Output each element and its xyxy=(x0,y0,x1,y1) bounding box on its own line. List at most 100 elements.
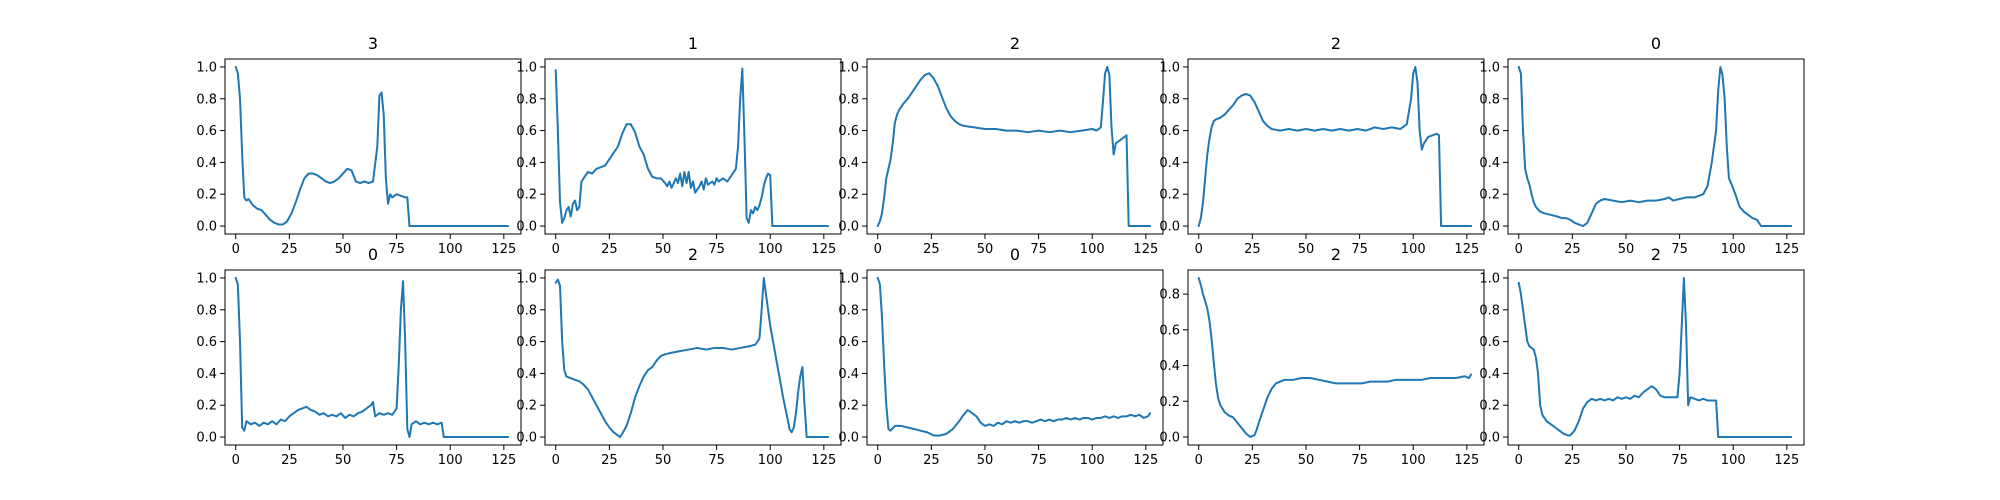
y-tick-label: 0.8 xyxy=(1479,92,1500,107)
y-tick-label: 0.0 xyxy=(1479,220,1500,235)
x-tick-label: 0 xyxy=(232,453,240,468)
x-tick-label: 125 xyxy=(1454,453,1479,468)
y-tick-label: 0.4 xyxy=(196,367,217,382)
data-series-line xyxy=(1517,276,1793,439)
y-tick-label: 0.6 xyxy=(1159,124,1180,139)
chart-panel: 0 0 25 50 75 100 125 0.0 0.2 0.4 0.6 0.8 1.0 xyxy=(838,245,1164,468)
x-tick-label: 75 xyxy=(708,242,725,257)
x-tick-label: 75 xyxy=(1030,453,1047,468)
y-tick-label: 1.0 xyxy=(1479,271,1500,286)
y-tick-label: 0.2 xyxy=(1159,395,1180,410)
x-tick-label: 50 xyxy=(335,453,352,468)
data-series-line xyxy=(1197,65,1473,228)
chart-panel: 2 0 25 50 75 100 125 0.0 0.2 0.4 0.6 0.8 1.0 xyxy=(1159,34,1485,257)
y-tick-label: 0.0 xyxy=(1479,431,1500,446)
y-tick-label: 0.2 xyxy=(1479,399,1500,414)
axes-frame xyxy=(1187,269,1485,446)
x-tick-label: 0 xyxy=(1195,242,1203,257)
x-tick-label: 50 xyxy=(977,453,994,468)
axes-frame xyxy=(1187,58,1485,235)
y-tick-label: 0.6 xyxy=(1479,124,1500,139)
data-series-line xyxy=(554,276,830,439)
x-tick-label: 50 xyxy=(977,242,994,257)
y-tick-label: 1.0 xyxy=(196,271,217,286)
x-tick-label: 25 xyxy=(1244,242,1261,257)
x-tick-label: 50 xyxy=(1298,242,1315,257)
x-tick-label: 75 xyxy=(1351,453,1368,468)
x-tick-label: 25 xyxy=(1564,242,1581,257)
x-tick-label: 75 xyxy=(708,453,725,468)
y-tick-label: 0.4 xyxy=(516,367,537,382)
y-tick-label: 0.6 xyxy=(196,335,217,350)
axes-frame xyxy=(544,58,842,235)
y-tick-label: 0.8 xyxy=(196,92,217,107)
y-tick-label: 1.0 xyxy=(838,60,859,75)
x-tick-label: 25 xyxy=(923,453,940,468)
axes-frame xyxy=(1507,269,1805,446)
x-tick-label: 125 xyxy=(1774,242,1799,257)
axes-frame xyxy=(224,269,522,446)
x-tick-label: 75 xyxy=(1351,242,1368,257)
x-tick-label: 50 xyxy=(335,242,352,257)
x-tick-label: 100 xyxy=(758,242,783,257)
axes-frame xyxy=(866,269,1164,446)
chart-panel: 2 0 25 50 75 100 125 0.0 0.2 0.4 0.6 0.8 1.0 xyxy=(516,245,842,468)
x-tick-label: 50 xyxy=(655,242,672,257)
x-tick-label: 125 xyxy=(811,453,836,468)
panel-title: 0 xyxy=(1010,245,1020,264)
y-tick-label: 0.2 xyxy=(196,399,217,414)
y-tick-label: 0.4 xyxy=(1159,156,1180,171)
data-series-line xyxy=(876,276,1152,437)
y-tick-label: 0.0 xyxy=(196,220,217,235)
y-tick-label: 0.6 xyxy=(838,335,859,350)
x-tick-label: 50 xyxy=(655,453,672,468)
chart-panel: 1 0 25 50 75 100 125 0.0 0.2 0.4 0.6 0.8 1.0 xyxy=(516,34,842,257)
y-tick-label: 0.4 xyxy=(196,156,217,171)
x-tick-label: 75 xyxy=(388,453,405,468)
y-tick-label: 0.4 xyxy=(838,367,859,382)
y-tick-label: 0.4 xyxy=(516,156,537,171)
x-tick-label: 100 xyxy=(1721,453,1746,468)
y-tick-label: 0.2 xyxy=(516,399,537,414)
x-tick-label: 25 xyxy=(601,453,618,468)
data-series-line xyxy=(1197,277,1473,438)
chart-panel: 2 0 25 50 75 100 125 0.0 0.2 0.4 0.6 0.8 xyxy=(1159,245,1485,468)
x-tick-label: 125 xyxy=(1454,242,1479,257)
panel-title: 1 xyxy=(688,34,698,53)
y-tick-label: 1.0 xyxy=(1159,60,1180,75)
chart-panel: 2 0 25 50 75 100 125 0.0 0.2 0.4 0.6 0.8 1.0 xyxy=(1479,245,1805,468)
y-tick-label: 0.2 xyxy=(838,188,859,203)
x-tick-label: 25 xyxy=(601,242,618,257)
x-tick-label: 125 xyxy=(1133,453,1158,468)
y-tick-label: 0.6 xyxy=(1159,323,1180,338)
data-series-line xyxy=(234,65,510,228)
x-tick-label: 25 xyxy=(281,242,298,257)
x-tick-label: 100 xyxy=(1080,242,1105,257)
x-tick-label: 50 xyxy=(1298,453,1315,468)
chart-panel: 2 0 25 50 75 100 125 0.0 0.2 0.4 0.6 0.8 1.0 xyxy=(838,34,1164,257)
x-tick-label: 0 xyxy=(552,453,560,468)
y-tick-label: 1.0 xyxy=(516,60,537,75)
y-tick-label: 0.0 xyxy=(1159,220,1180,235)
y-tick-label: 0.4 xyxy=(1159,359,1180,374)
y-tick-label: 0.4 xyxy=(1479,156,1500,171)
x-tick-label: 25 xyxy=(281,453,298,468)
x-tick-label: 0 xyxy=(1195,453,1203,468)
y-tick-label: 0.0 xyxy=(838,431,859,446)
x-tick-label: 100 xyxy=(438,242,463,257)
x-tick-label: 50 xyxy=(1618,242,1635,257)
data-series-line xyxy=(1517,65,1793,228)
panel-title: 2 xyxy=(1331,245,1341,264)
x-tick-label: 0 xyxy=(232,242,240,257)
x-tick-label: 0 xyxy=(874,242,882,257)
panel-title: 0 xyxy=(1651,34,1661,53)
y-tick-label: 0.2 xyxy=(1159,188,1180,203)
y-tick-label: 0.6 xyxy=(196,124,217,139)
x-tick-label: 125 xyxy=(491,453,516,468)
y-tick-label: 0.8 xyxy=(1159,288,1180,303)
axes-frame xyxy=(224,58,522,235)
y-tick-label: 0.6 xyxy=(516,335,537,350)
panel-title: 0 xyxy=(368,245,378,264)
y-tick-label: 0.8 xyxy=(1159,92,1180,107)
